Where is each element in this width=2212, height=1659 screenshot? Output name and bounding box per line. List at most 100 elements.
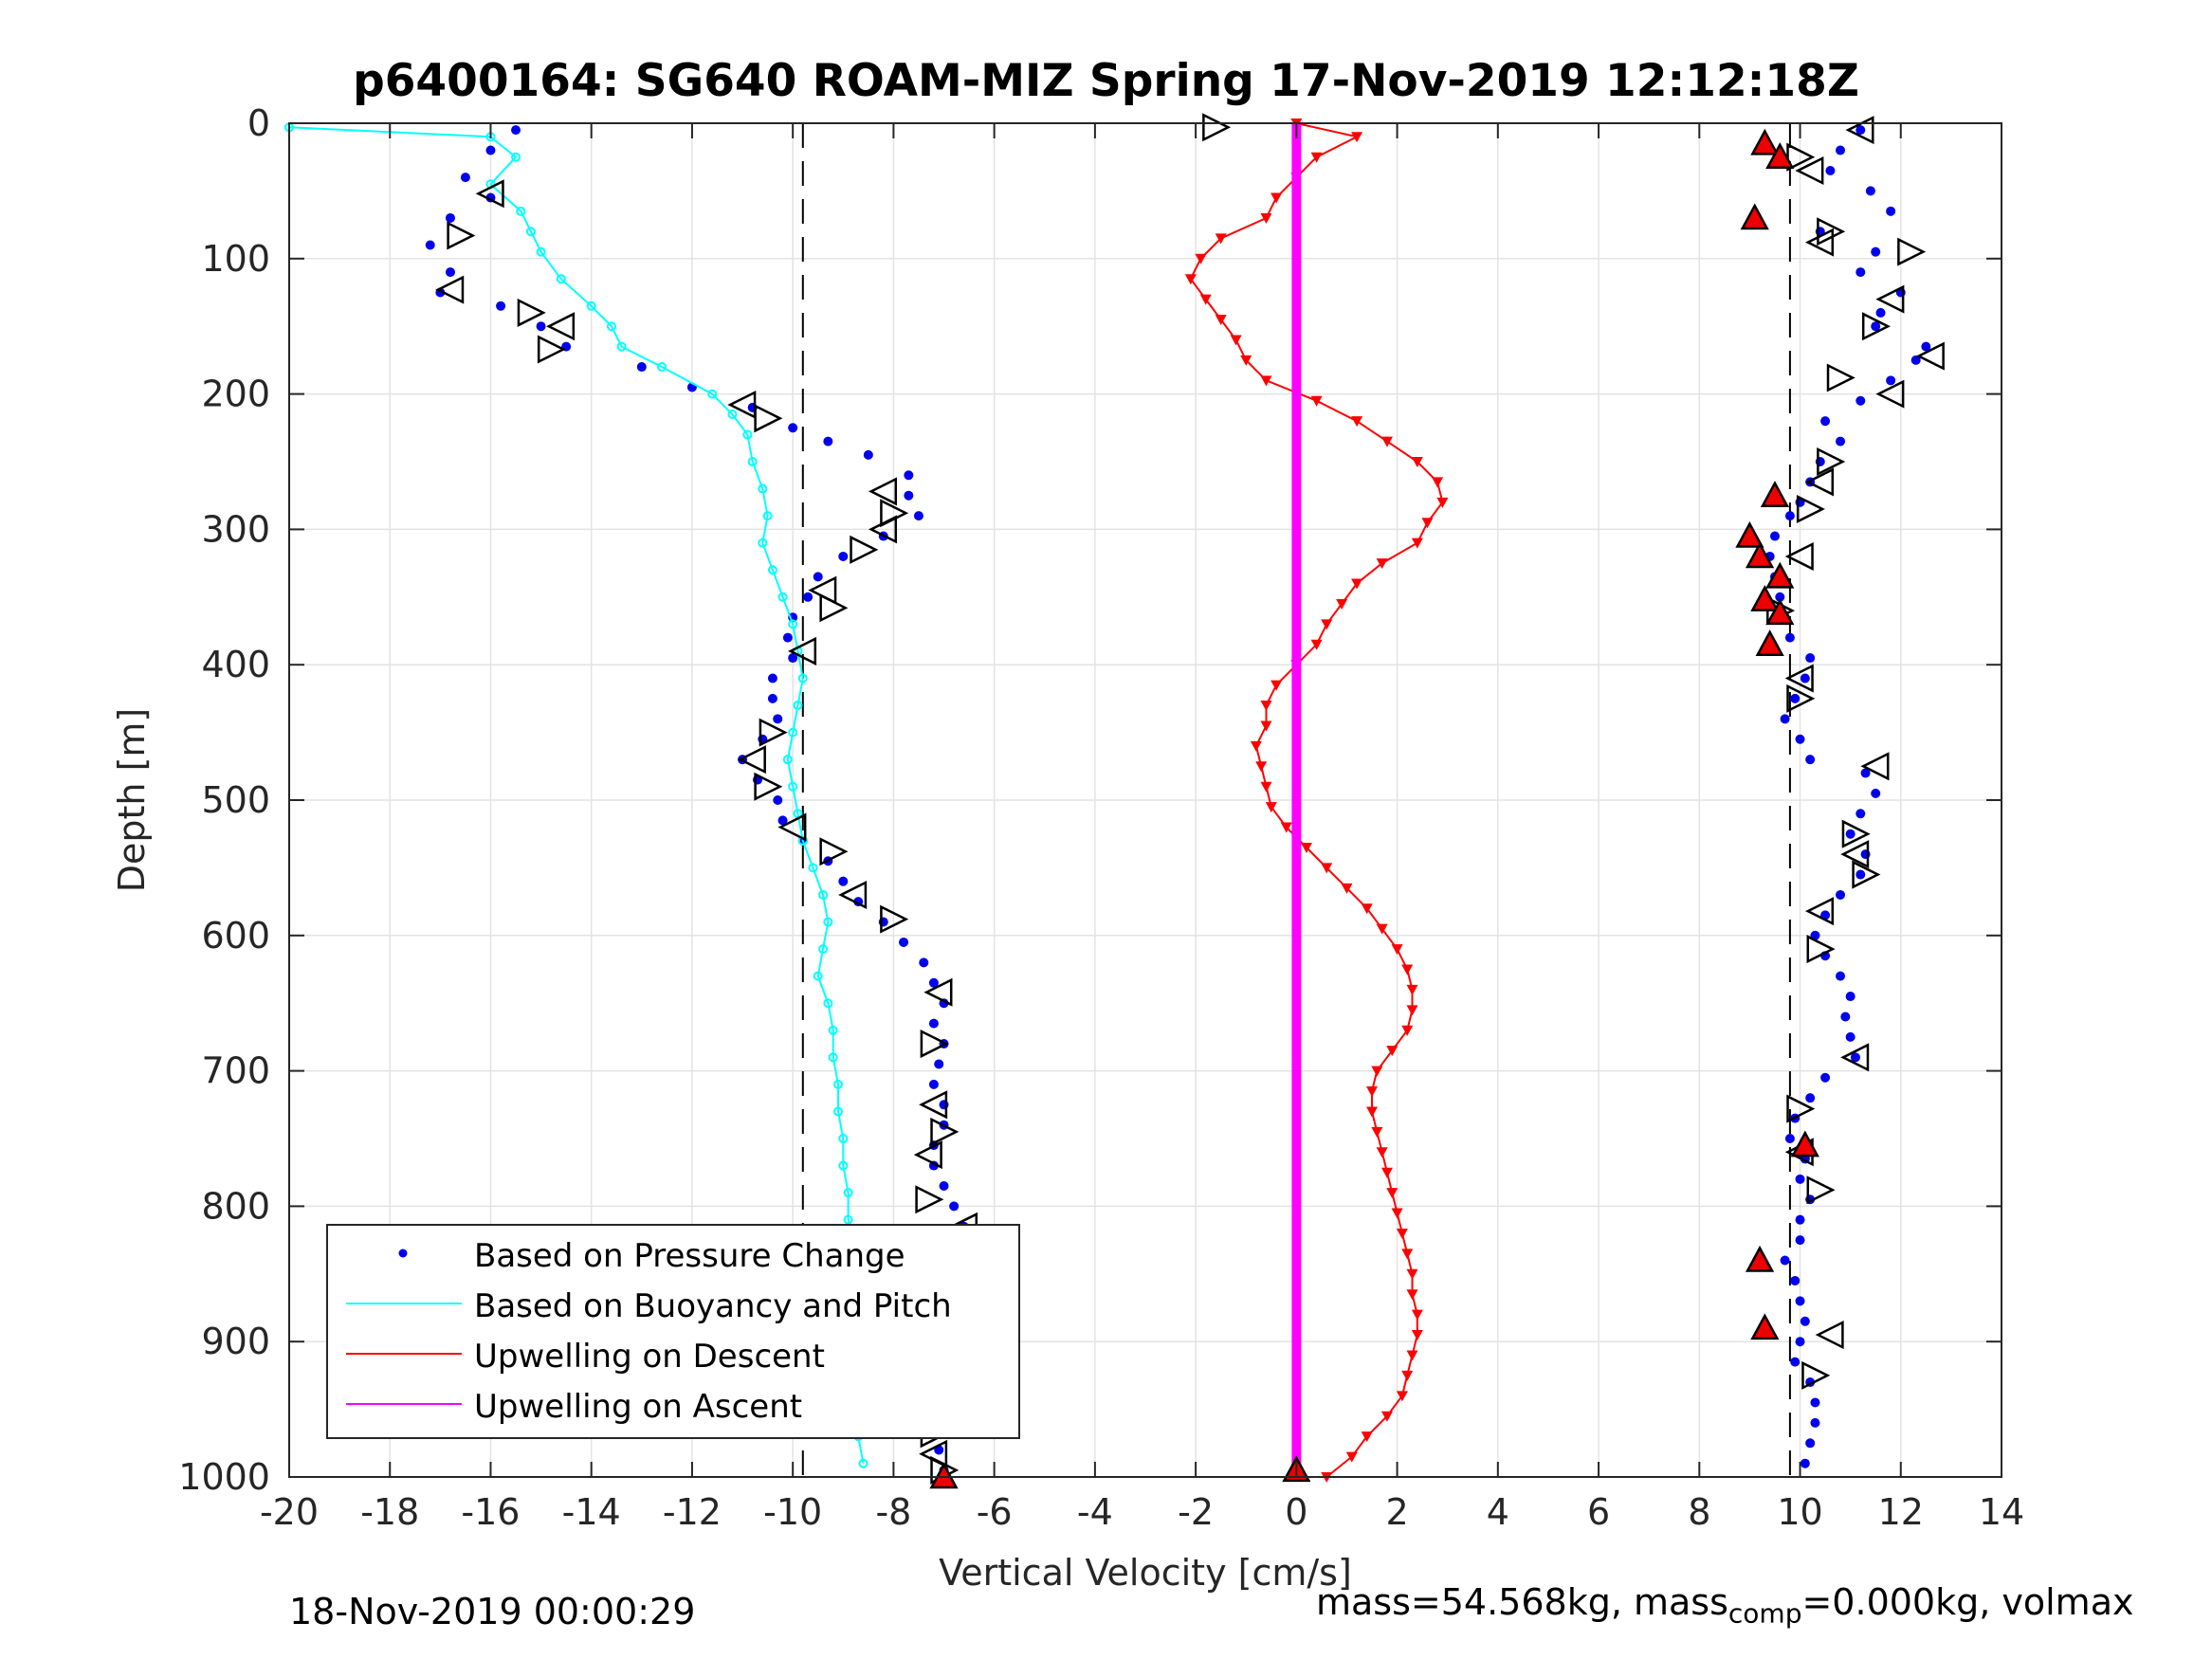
descent-point — [1376, 923, 1388, 935]
x-tick-label: -14 — [562, 1491, 621, 1533]
buoyancy-point — [536, 246, 546, 257]
triangle-marker — [1815, 1321, 1844, 1350]
pressure-point — [1780, 1255, 1790, 1266]
pressure-point — [1805, 1438, 1816, 1449]
descent-point — [1432, 477, 1444, 488]
descent-point — [1255, 761, 1268, 773]
triangle-marker — [1801, 1360, 1831, 1390]
pressure-point — [1871, 788, 1881, 798]
pressure-point — [1860, 768, 1871, 778]
legend-label-ascent: Upwelling on Ascent — [474, 1388, 802, 1426]
legend-label-pressure: Based on Pressure Change — [474, 1237, 905, 1275]
pressure-point — [803, 592, 814, 602]
y-tick-label: 1000 — [178, 1456, 270, 1498]
descent-point — [1260, 720, 1272, 732]
pressure-point — [1850, 1052, 1860, 1063]
descent-point — [1401, 964, 1414, 975]
x-tick-label: 14 — [1979, 1491, 2024, 1533]
triangle-marker — [808, 575, 837, 605]
pressure-point — [445, 212, 455, 223]
buoyancy-point — [762, 511, 773, 521]
pressure-point — [788, 423, 798, 433]
pressure-point — [899, 937, 909, 947]
buoyancy-point — [777, 592, 788, 602]
pressure-point — [425, 240, 435, 250]
buoyancy-point — [758, 538, 768, 548]
pressure-point — [1810, 1417, 1820, 1428]
triangle-marker — [475, 179, 504, 209]
x-tick-label: 0 — [1285, 1491, 1307, 1533]
triangle-marker — [1786, 1094, 1816, 1123]
triangle-marker — [930, 1117, 960, 1146]
pressure-point — [1865, 186, 1875, 196]
descent-point — [1371, 1066, 1383, 1077]
buoyancy-point — [657, 362, 667, 373]
descent-point — [1195, 253, 1207, 264]
triangle-marker — [1897, 237, 1927, 266]
red-triangle-marker — [1750, 1313, 1780, 1340]
pressure-point — [1825, 165, 1836, 175]
pressure-point — [536, 321, 546, 332]
buoyancy-point — [556, 274, 566, 284]
pressure-point — [767, 673, 777, 684]
pressure-point — [485, 145, 496, 155]
pressure-point — [1800, 1316, 1810, 1326]
descent-point — [1240, 355, 1252, 366]
pressure-point — [767, 693, 777, 703]
buoyancy-point — [511, 152, 521, 162]
pressure-point — [1810, 1397, 1820, 1408]
pressure-point — [949, 1201, 960, 1212]
descent-point — [1310, 152, 1323, 163]
pressure-point — [1820, 416, 1831, 427]
x-tick-label: 10 — [1777, 1491, 1822, 1533]
descent-point — [1411, 1330, 1423, 1341]
triangle-marker — [1786, 684, 1816, 713]
triangle-marker — [1852, 860, 1881, 889]
y-tick-label: 800 — [201, 1185, 270, 1227]
buoyancy-point — [788, 781, 798, 792]
buoyancy-point — [793, 701, 803, 711]
legend-swatch-pressure — [398, 1249, 408, 1258]
pressure-point — [1871, 321, 1881, 332]
descent-point — [1199, 294, 1212, 305]
red-triangle-marker — [1765, 142, 1795, 169]
descent-point — [1260, 212, 1272, 224]
buoyancy-point — [823, 917, 833, 927]
pressure-point — [1856, 125, 1866, 136]
pressure-point — [1856, 395, 1866, 406]
pressure-point — [1836, 971, 1846, 981]
triangle-marker — [1804, 467, 1835, 497]
pressure-point — [838, 876, 849, 886]
descent-point — [1411, 1309, 1423, 1321]
pressure-point — [788, 653, 798, 664]
pressure-point — [1795, 1235, 1805, 1246]
buoyancy-point — [858, 1458, 868, 1468]
descent-point — [1215, 315, 1227, 326]
triangle-marker — [1861, 312, 1892, 341]
triangle-marker — [838, 880, 868, 909]
pressure-point — [1921, 341, 1931, 352]
red-triangle-marker — [1765, 598, 1795, 626]
pressure-point — [863, 449, 873, 460]
y-tick-label: 600 — [201, 915, 270, 957]
triangle-marker — [1826, 363, 1856, 392]
descent-point — [1401, 1370, 1414, 1381]
descent-point — [1421, 518, 1434, 529]
buoyancy-point — [782, 755, 793, 765]
triangle-marker — [546, 312, 576, 341]
red-triangle-marker — [1735, 520, 1764, 548]
pressure-point — [782, 632, 793, 643]
buoyancy-point — [838, 1160, 849, 1171]
pressure-point — [1805, 653, 1816, 664]
pressure-point — [939, 1180, 949, 1191]
buoyancy-point — [838, 1134, 849, 1143]
descent-point — [1351, 578, 1363, 590]
buoyancy-point — [813, 971, 823, 981]
pressure-point — [496, 301, 506, 311]
pressure-point — [928, 977, 939, 988]
descent-point — [1271, 192, 1283, 204]
buoyancy-point — [758, 483, 768, 494]
triangle-marker — [850, 535, 879, 564]
descent-point — [1250, 740, 1262, 752]
pressure-point — [1790, 1357, 1801, 1367]
